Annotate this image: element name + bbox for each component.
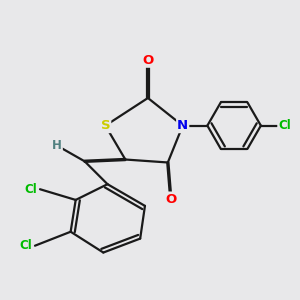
Text: Cl: Cl [25, 183, 38, 196]
Text: Cl: Cl [278, 119, 291, 132]
Text: N: N [177, 119, 188, 132]
Text: O: O [142, 54, 154, 67]
Text: S: S [100, 119, 110, 132]
Text: O: O [165, 193, 176, 206]
Text: Cl: Cl [20, 239, 32, 252]
Text: H: H [52, 139, 62, 152]
